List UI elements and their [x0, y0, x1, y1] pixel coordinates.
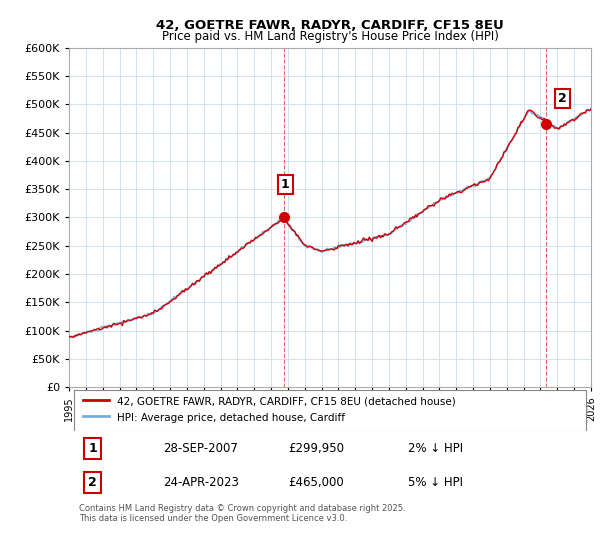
Text: £465,000: £465,000 [288, 476, 344, 489]
Text: 2: 2 [558, 92, 567, 105]
Text: Contains HM Land Registry data © Crown copyright and database right 2025.
This d: Contains HM Land Registry data © Crown c… [79, 504, 406, 524]
Text: 1: 1 [281, 178, 290, 191]
Text: 42, GOETRE FAWR, RADYR, CARDIFF, CF15 8EU: 42, GOETRE FAWR, RADYR, CARDIFF, CF15 8E… [156, 18, 504, 32]
Text: 1: 1 [88, 442, 97, 455]
Legend: 42, GOETRE FAWR, RADYR, CARDIFF, CF15 8EU (detached house), HPI: Average price, : 42, GOETRE FAWR, RADYR, CARDIFF, CF15 8E… [79, 393, 459, 426]
Text: 28-SEP-2007: 28-SEP-2007 [163, 442, 238, 455]
Text: Price paid vs. HM Land Registry's House Price Index (HPI): Price paid vs. HM Land Registry's House … [161, 30, 499, 43]
Text: £299,950: £299,950 [288, 442, 344, 455]
Text: 2: 2 [88, 476, 97, 489]
Text: 2% ↓ HPI: 2% ↓ HPI [409, 442, 463, 455]
Text: 5% ↓ HPI: 5% ↓ HPI [409, 476, 463, 489]
Text: 24-APR-2023: 24-APR-2023 [163, 476, 239, 489]
FancyBboxPatch shape [74, 390, 586, 431]
